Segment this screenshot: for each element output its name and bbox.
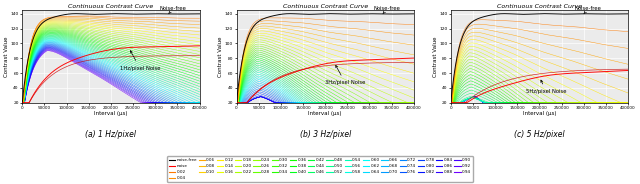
X-axis label: Interval (μs): Interval (μs) bbox=[94, 112, 127, 116]
Text: 1Hz/pixel Noise: 1Hz/pixel Noise bbox=[120, 51, 160, 71]
Text: Noise-free: Noise-free bbox=[575, 6, 602, 14]
Text: (b) 3 Hz/pixel: (b) 3 Hz/pixel bbox=[300, 130, 351, 139]
Title: Continuous Contrast Curve: Continuous Contrast Curve bbox=[68, 4, 154, 9]
Text: 5Hz/pixel Noise: 5Hz/pixel Noise bbox=[526, 80, 566, 94]
Text: Noise-free: Noise-free bbox=[374, 6, 401, 14]
Y-axis label: Contrast Value: Contrast Value bbox=[433, 36, 438, 77]
X-axis label: Interval (μs): Interval (μs) bbox=[308, 112, 342, 116]
Y-axis label: Contrast Value: Contrast Value bbox=[218, 36, 223, 77]
Text: Noise-free: Noise-free bbox=[159, 6, 186, 14]
Title: Continuous Contrast Curve: Continuous Contrast Curve bbox=[497, 4, 582, 9]
Y-axis label: Contrast Value: Contrast Value bbox=[4, 36, 9, 77]
Text: 3Hz/pixel Noise: 3Hz/pixel Noise bbox=[325, 65, 365, 85]
Text: (c) 5 Hz/pixel: (c) 5 Hz/pixel bbox=[514, 130, 564, 139]
X-axis label: Interval (μs): Interval (μs) bbox=[523, 112, 556, 116]
Text: (a) 1 Hz/pixel: (a) 1 Hz/pixel bbox=[85, 130, 136, 139]
Legend: noise-free, noise, 0.02, 0.04, 0.06, 0.08, 0.10, 0.12, 0.14, 0.16, 0.18, 0.20, 0: noise-free, noise, 0.02, 0.04, 0.06, 0.0… bbox=[167, 156, 473, 182]
Title: Continuous Contrast Curve: Continuous Contrast Curve bbox=[282, 4, 368, 9]
